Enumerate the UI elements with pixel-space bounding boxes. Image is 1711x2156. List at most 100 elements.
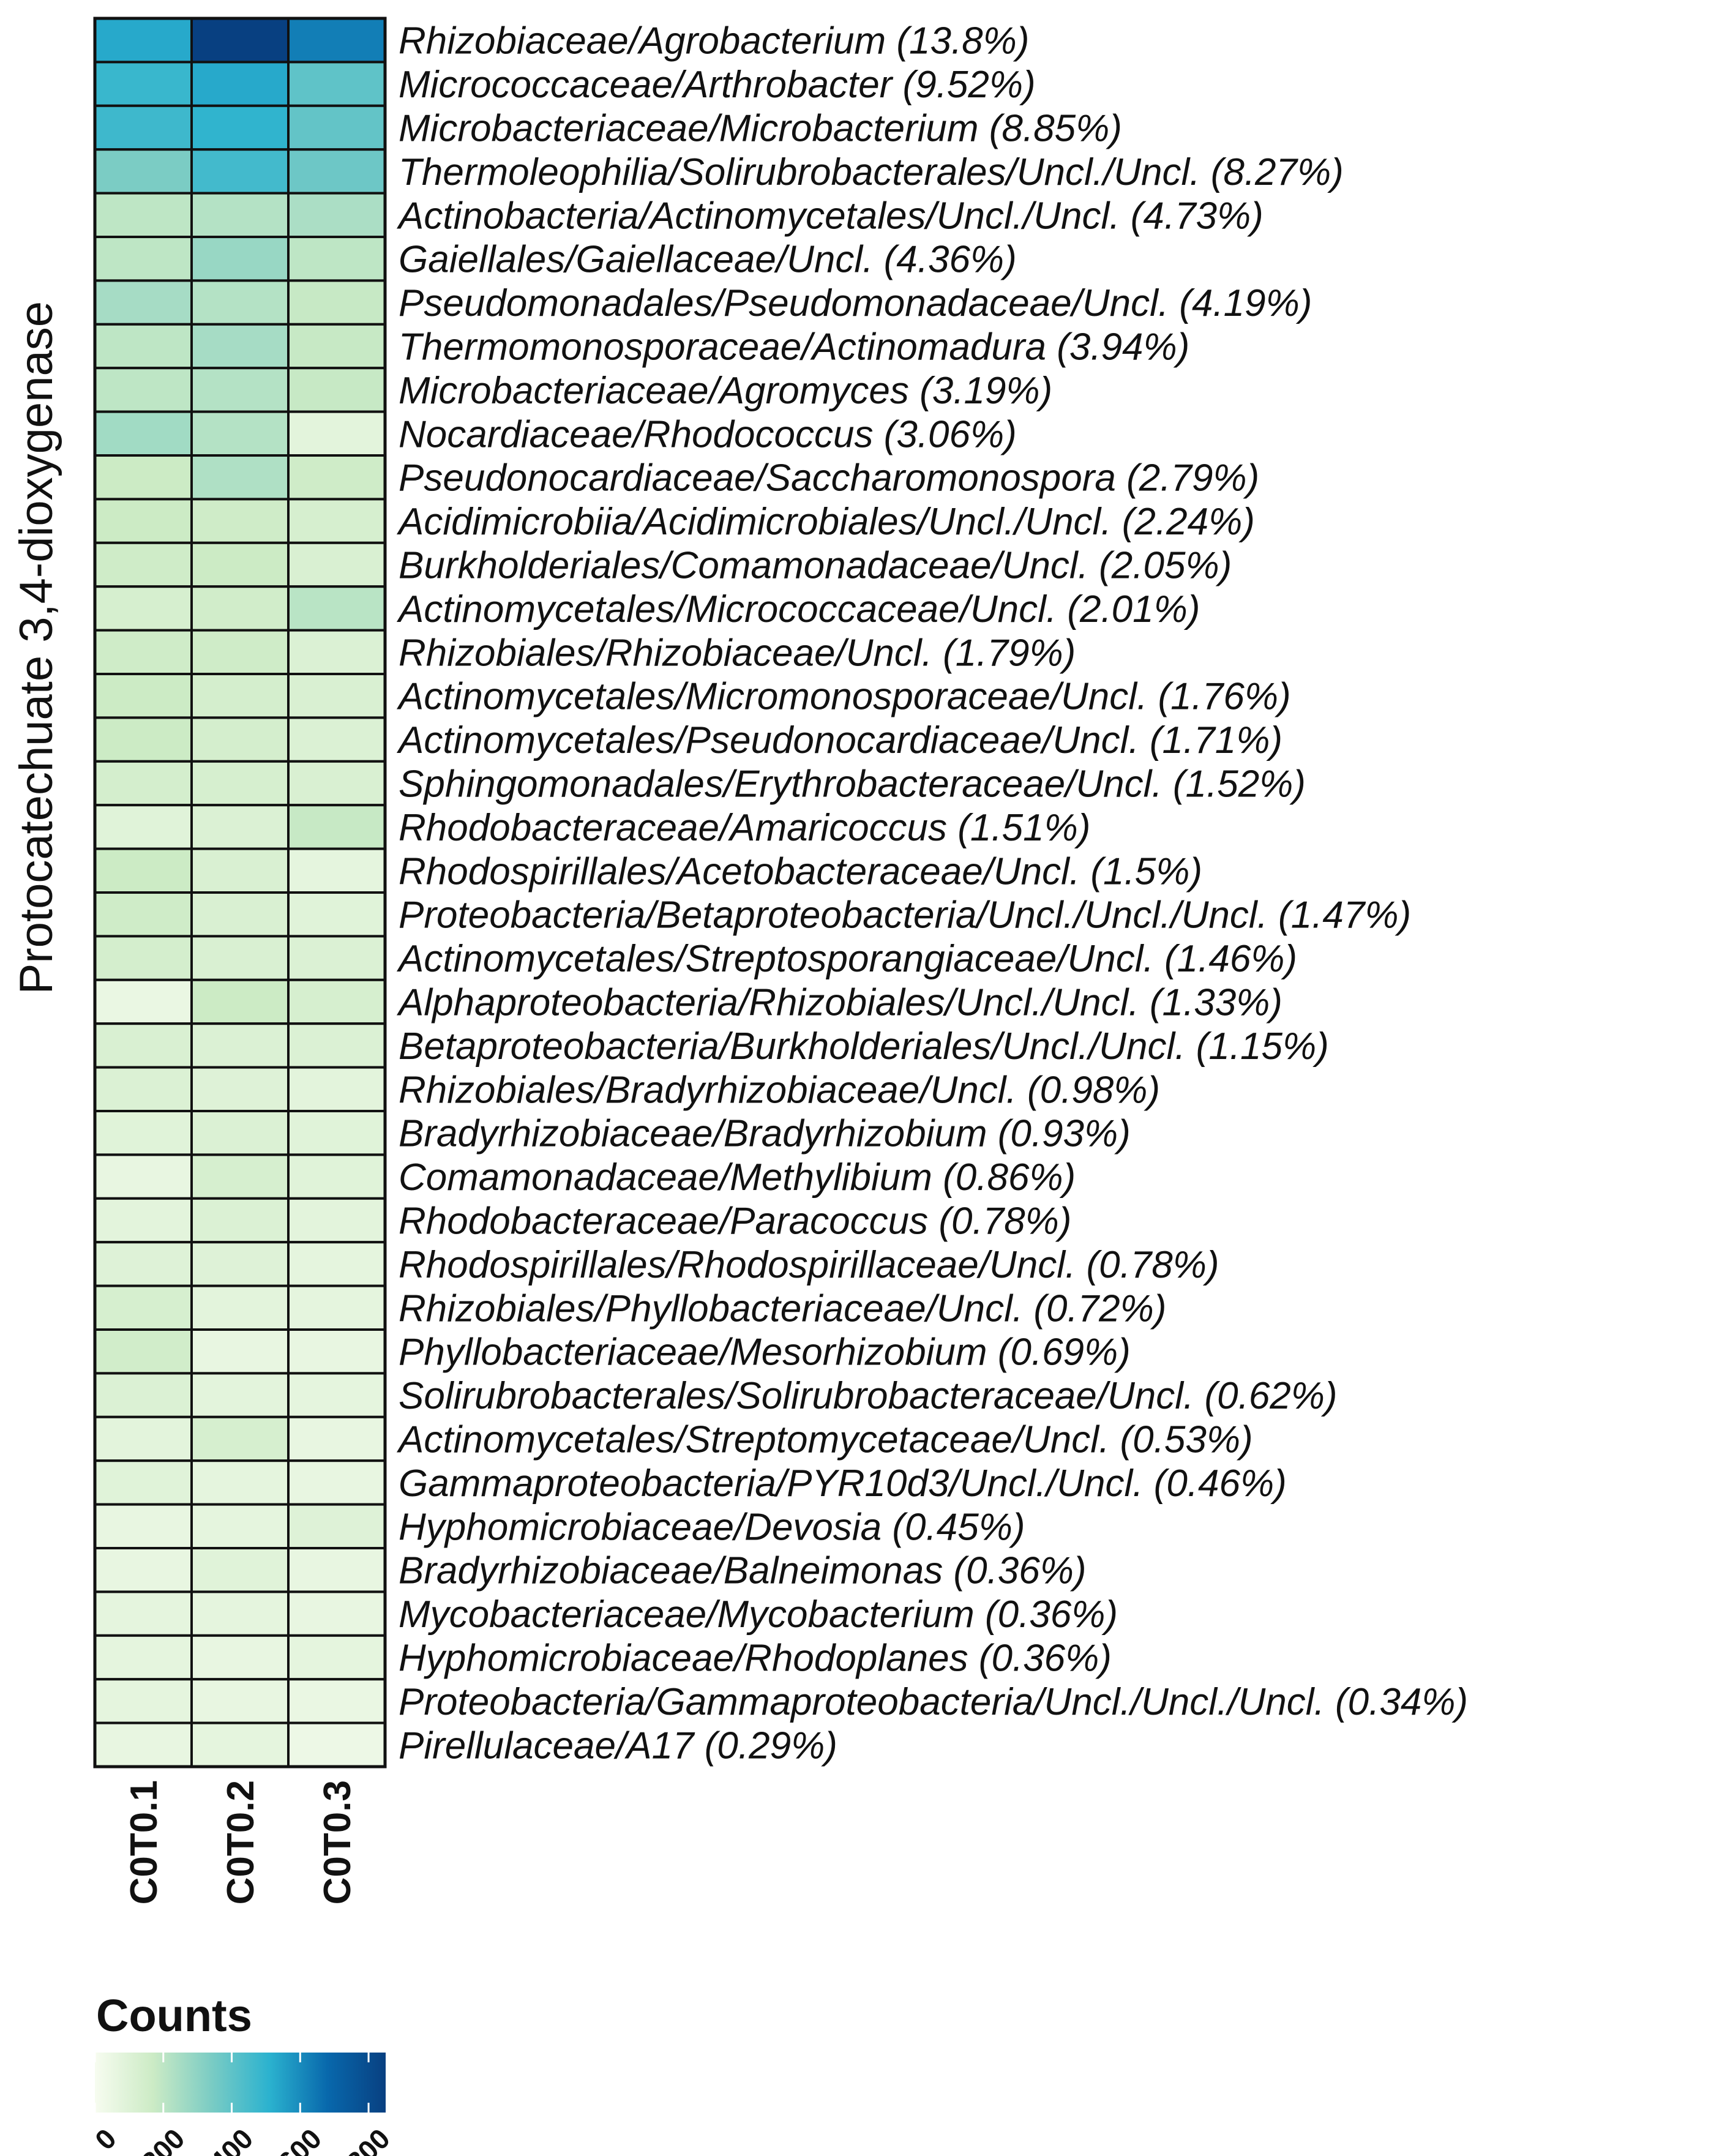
heatmap-cell	[190, 541, 290, 588]
heatmap-cell	[287, 716, 386, 763]
heatmap-cell	[287, 585, 386, 632]
heatmap-cell	[190, 1634, 290, 1681]
heatmap-cell	[287, 1721, 386, 1769]
legend-tick-label: 600	[272, 2122, 328, 2156]
legend-tick-label: 400	[203, 2122, 259, 2156]
heatmap-cell	[94, 1110, 193, 1156]
row-label: Actinobacteria/Actinomycetales/Uncl./Unc…	[396, 195, 1264, 237]
heatmap-cell	[190, 17, 290, 64]
heatmap-cell	[94, 1197, 193, 1244]
row-label: Actinomycetales/Micrococcaceae/Uncl. (2.…	[396, 588, 1200, 631]
row-label: Mycobacteriaceae/Mycobacterium (0.36%)	[399, 1593, 1118, 1636]
heatmap-cell	[287, 629, 386, 675]
heatmap-cell	[190, 1153, 290, 1200]
row-label: Microbacteriaceae/Microbacterium (8.85%)	[399, 108, 1122, 150]
heatmap-cell	[94, 236, 193, 282]
heatmap-cell	[190, 673, 290, 719]
heatmap-cell	[287, 410, 386, 457]
heatmap-cell	[287, 1415, 386, 1462]
heatmap-cell	[94, 1241, 193, 1287]
row-label: Microbacteriaceae/Agromyces (3.19%)	[399, 370, 1052, 412]
row-label: Thermomonosporaceae/Actinomadura (3.94%)	[399, 326, 1189, 369]
heatmap-cell	[94, 847, 193, 894]
heatmap-border	[93, 17, 387, 1769]
heatmap-cell	[190, 629, 290, 675]
column-label: C0T0.1	[123, 1780, 165, 1904]
heatmap-cell	[287, 978, 386, 1025]
heatmap-cell	[94, 585, 193, 632]
heatmap-cell	[190, 935, 290, 981]
heatmap-cell	[94, 673, 193, 719]
heatmap-cell	[287, 1110, 386, 1156]
heatmap-cell	[287, 1547, 386, 1593]
heatmap-cell	[287, 1022, 386, 1069]
row-label: Thermoleophilia/Solirubrobacterales/Uncl…	[399, 151, 1344, 193]
heatmap-cell	[287, 1459, 386, 1506]
row-label: Pseudonocardiaceae/Saccharomonospora (2.…	[399, 457, 1259, 500]
row-label: Pirellulaceae/A17 (0.29%)	[399, 1724, 837, 1767]
heatmap-cell	[94, 1372, 193, 1418]
heatmap-cell	[94, 1066, 193, 1112]
heatmap-cell	[190, 1197, 290, 1244]
heatmap-cell	[94, 629, 193, 675]
heatmap-cell	[190, 1022, 290, 1069]
heatmap-cells	[94, 17, 386, 1769]
row-label: Actinomycetales/Micromonosporaceae/Uncl.…	[396, 676, 1291, 718]
heatmap-cell	[190, 498, 290, 544]
heatmap-cell	[94, 1547, 193, 1593]
heatmap-cell	[94, 1678, 193, 1724]
heatmap-cell	[190, 1284, 290, 1331]
heatmap-cell	[94, 1284, 193, 1331]
heatmap-cell	[94, 891, 193, 938]
heatmap-cell	[190, 192, 290, 239]
heatmap-cell	[287, 454, 386, 501]
heatmap-cell	[94, 323, 193, 370]
row-label: Nocardiaceae/Rhodococcus (3.06%)	[399, 413, 1017, 455]
heatmap-cell	[287, 148, 386, 195]
row-label: Alphaproteobacteria/Rhizobiales/Uncl./Un…	[396, 982, 1282, 1024]
heatmap-cell	[190, 410, 290, 457]
heatmap-cell	[287, 847, 386, 894]
heatmap-cell	[287, 1678, 386, 1724]
heatmap-cell	[287, 192, 386, 239]
heatmap-cell	[287, 367, 386, 413]
row-label: Actinomycetales/Pseudonocardiaceae/Uncl.…	[396, 719, 1282, 762]
heatmap-cell	[190, 279, 290, 326]
heatmap-cell	[94, 104, 193, 151]
row-label: Rhodospirillales/Rhodospirillaceae/Uncl.…	[399, 1244, 1219, 1286]
heatmap-cell	[190, 1678, 290, 1724]
heatmap-cell	[94, 367, 193, 413]
heatmap-cell	[94, 1415, 193, 1462]
heatmap-cell	[94, 410, 193, 457]
row-label: Rhizobiaceae/Agrobacterium (13.8%)	[399, 20, 1029, 62]
heatmap-cell	[190, 1110, 290, 1156]
y-axis-label: Protocatechuate 3,4-dioxygenase	[10, 301, 62, 994]
heatmap-cell	[94, 1503, 193, 1550]
heatmap-cell	[190, 236, 290, 282]
legend-tick-label: 200	[135, 2122, 191, 2156]
heatmap-cell	[287, 1197, 386, 1244]
row-label: Rhodospirillales/Acetobacteraceae/Uncl. …	[399, 850, 1202, 893]
heatmap-cell	[190, 1415, 290, 1462]
heatmap-cell	[287, 279, 386, 326]
heatmap-cell	[94, 1634, 193, 1681]
row-label: Rhodobacteraceae/Amaricoccus (1.51%)	[399, 807, 1090, 849]
row-labels: Rhizobiaceae/Agrobacterium (13.8%)Microc…	[396, 20, 1468, 1767]
row-label: Acidimicrobiia/Acidimicrobiales/Uncl./Un…	[396, 501, 1255, 543]
row-label: Proteobacteria/Betaproteobacteria/Uncl./…	[399, 894, 1411, 937]
heatmap-cell	[94, 716, 193, 763]
row-label: Rhizobiales/Rhizobiaceae/Uncl. (1.79%)	[399, 632, 1076, 674]
row-label: Hyphomicrobiaceae/Rhodoplanes (0.36%)	[399, 1638, 1112, 1680]
legend-tick-label: 0	[89, 2122, 122, 2156]
heatmap-cell	[94, 935, 193, 981]
column-labels: C0T0.1 C0T0.2 C0T0.3	[123, 1780, 359, 1904]
legend-title: Counts	[96, 1990, 252, 2041]
heatmap-cell	[190, 1590, 290, 1637]
row-label: Actinomycetales/Streptosporangiaceae/Unc…	[396, 938, 1297, 980]
heatmap-cell	[190, 585, 290, 632]
heatmap-cell	[287, 891, 386, 938]
heatmap-cell	[287, 17, 386, 64]
heatmap-cell	[287, 1503, 386, 1550]
row-label: Burkholderiales/Comamonadaceae/Uncl. (2.…	[399, 545, 1232, 587]
